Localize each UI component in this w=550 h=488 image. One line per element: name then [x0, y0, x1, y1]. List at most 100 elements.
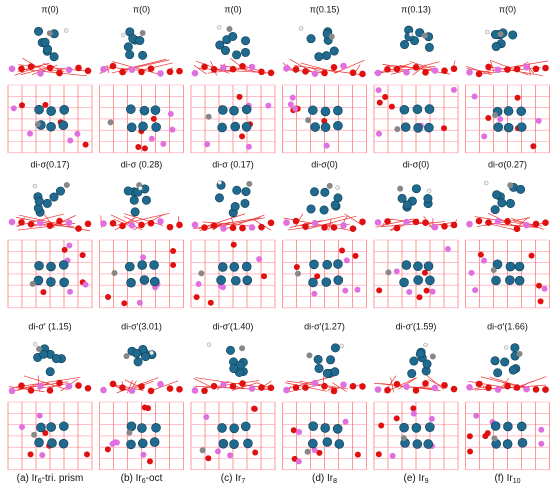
- surface-atom: [210, 222, 218, 229]
- ir-atom: [126, 439, 136, 450]
- c-atom: [111, 269, 118, 276]
- ir-atom: [241, 261, 252, 272]
- surface-atom: [119, 384, 126, 391]
- side-view: [191, 180, 275, 232]
- ir-atom: [402, 200, 412, 210]
- bond: [110, 214, 143, 231]
- ir-atom: [36, 422, 46, 433]
- surface-atom: [441, 125, 448, 132]
- h-atom: [423, 342, 428, 348]
- ir-atom: [130, 207, 140, 217]
- surface-atom: [205, 455, 212, 462]
- h-atom: [217, 180, 222, 185]
- top-view: [465, 401, 550, 471]
- surface-atom: [513, 384, 521, 391]
- ir-atom: [58, 120, 69, 131]
- ir-atom: [126, 104, 136, 115]
- ir-atom: [310, 122, 320, 132]
- surface-atom: [416, 294, 423, 301]
- surface-atom: [258, 384, 265, 391]
- ir-atom: [320, 423, 331, 433]
- side-view: [8, 26, 92, 77]
- ir-atom: [500, 357, 510, 367]
- surface-atom: [292, 217, 300, 225]
- bond: [15, 376, 81, 388]
- ir-atom: [322, 259, 332, 270]
- ir-atom: [58, 438, 69, 449]
- ir-atom: [46, 261, 56, 272]
- ir-atom: [322, 437, 333, 447]
- ir-atom: [46, 277, 56, 287]
- surface-atom: [65, 383, 73, 390]
- surface-atom: [441, 223, 448, 230]
- top-view: [7, 401, 93, 471]
- h-atom: [138, 186, 143, 191]
- ir-atom: [55, 186, 65, 196]
- surface-atom: [410, 410, 417, 417]
- c-atom: [394, 126, 401, 133]
- surface-atom: [342, 418, 349, 425]
- ir-atom: [309, 259, 319, 270]
- ir-atom: [330, 200, 340, 210]
- ir-atom: [412, 439, 423, 449]
- ir-atom: [490, 205, 500, 215]
- surface-atom: [349, 69, 357, 77]
- h-atom: [298, 26, 304, 31]
- ir-atom: [132, 348, 142, 358]
- surface-atom: [311, 446, 318, 453]
- ir-atom: [59, 105, 70, 115]
- surface-atom: [191, 69, 199, 77]
- ir-atom: [39, 349, 49, 359]
- surface-atom: [8, 387, 16, 395]
- surface-atom: [8, 218, 16, 226]
- surface-atom: [146, 458, 153, 465]
- c-atom: [328, 33, 335, 40]
- ir-atom: [34, 26, 44, 36]
- ir-atom: [150, 105, 161, 115]
- ir-atom: [320, 187, 330, 197]
- surface-atom: [393, 415, 400, 422]
- surface-atom: [354, 286, 361, 293]
- surface-atom: [389, 452, 396, 459]
- ir-atom: [310, 187, 320, 197]
- surface-atom: [471, 93, 478, 100]
- side-view: [191, 25, 275, 77]
- top-view: [373, 239, 459, 309]
- surface-atom: [441, 381, 448, 389]
- ir-atom: [229, 262, 240, 272]
- adsorption-label: di-σ (0.17): [212, 159, 254, 169]
- surface-atom: [147, 219, 155, 227]
- surface-atom: [523, 385, 530, 393]
- side-view: [373, 25, 458, 77]
- surface-atom: [248, 63, 256, 71]
- surface-atom: [343, 257, 350, 264]
- ir-atom: [497, 198, 507, 208]
- ir-atom: [492, 190, 502, 200]
- caption-prefix: (e) Ir: [403, 473, 425, 484]
- surface-atom: [412, 387, 420, 394]
- ir-atom: [49, 52, 59, 62]
- bond: [49, 68, 64, 72]
- surface-atom: [295, 458, 302, 465]
- surface-atom: [535, 117, 542, 124]
- caption-subscript: 7: [241, 478, 245, 485]
- surface-atom: [61, 246, 68, 253]
- ir-atom: [332, 424, 343, 434]
- ir-atom: [34, 260, 44, 271]
- bond: [426, 374, 444, 390]
- surface-atom: [468, 269, 475, 276]
- c-atom: [497, 31, 504, 38]
- surface-atom: [494, 386, 502, 393]
- c-atom: [491, 435, 498, 442]
- surface-atom: [504, 382, 511, 390]
- ir-atom: [409, 356, 419, 366]
- surface-atom: [384, 386, 391, 394]
- surface-atom: [283, 386, 290, 394]
- ir-atom: [319, 205, 329, 215]
- surface-atom: [160, 140, 167, 147]
- surface-atom: [410, 405, 417, 412]
- surface-atom: [227, 452, 234, 459]
- surface-atom: [475, 380, 483, 388]
- caption: (e) Ir9: [403, 473, 428, 485]
